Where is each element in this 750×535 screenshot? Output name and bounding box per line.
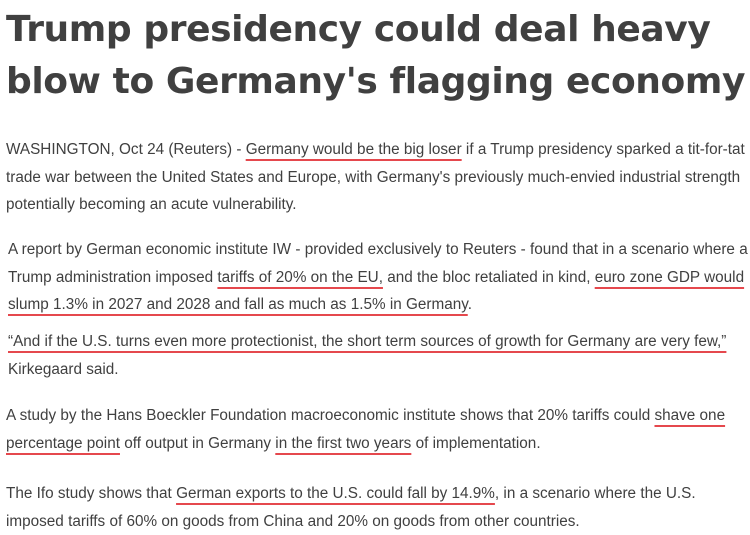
article-paragraph-3: “And if the U.S. turns even more protect… [8, 328, 748, 383]
paragraph-text: of implementation. [411, 434, 541, 452]
underlined-phrase: euro zone GDP would slump 1.3% in 2027 a… [8, 268, 745, 314]
paragraph-text: off output in Germany [119, 434, 276, 452]
underlined-quote: “And if the U.S. turns even more protect… [8, 333, 727, 350]
underlined-phrase: German exports to the U.S. could fall by… [176, 485, 495, 502]
article-paragraph-5: The Ifo study shows that German exports … [6, 480, 746, 535]
article-paragraph-4: A study by the Hans Boeckler Foundation … [6, 402, 746, 457]
paragraph-text: A study by the Hans Boeckler Foundation … [6, 407, 655, 424]
underlined-phrase: tariffs of 20% on the EU, [217, 268, 383, 286]
paragraph-text: and the bloc retaliated in kind, [382, 268, 595, 286]
paragraph-text: if a Trump presidency sparked a tit-for-… [6, 141, 745, 213]
headline: Trump presidency could deal heavy blow t… [6, 9, 746, 102]
paragraph-text: Kirkegaard said. [8, 360, 119, 378]
underlined-phrase: in the first two years [275, 434, 412, 452]
paragraph-text: A report by German economic institute IW… [8, 241, 748, 286]
article-paragraph-1: WASHINGTON, Oct 24 (Reuters) - Germany w… [6, 136, 746, 219]
paragraph-text: The Ifo study shows that [6, 485, 177, 502]
paragraph-text: . [467, 296, 472, 313]
underlined-phrase: shave one percentage point [6, 407, 726, 452]
article-paragraph-2: A report by German economic institute IW… [8, 236, 748, 319]
paragraph-text: WASHINGTON, Oct 24 (Reuters) - [6, 141, 246, 158]
underlined-phrase: Germany would be the big loser [245, 141, 462, 158]
paragraph-text: , in a scenario where the U.S. imposed t… [6, 485, 696, 530]
